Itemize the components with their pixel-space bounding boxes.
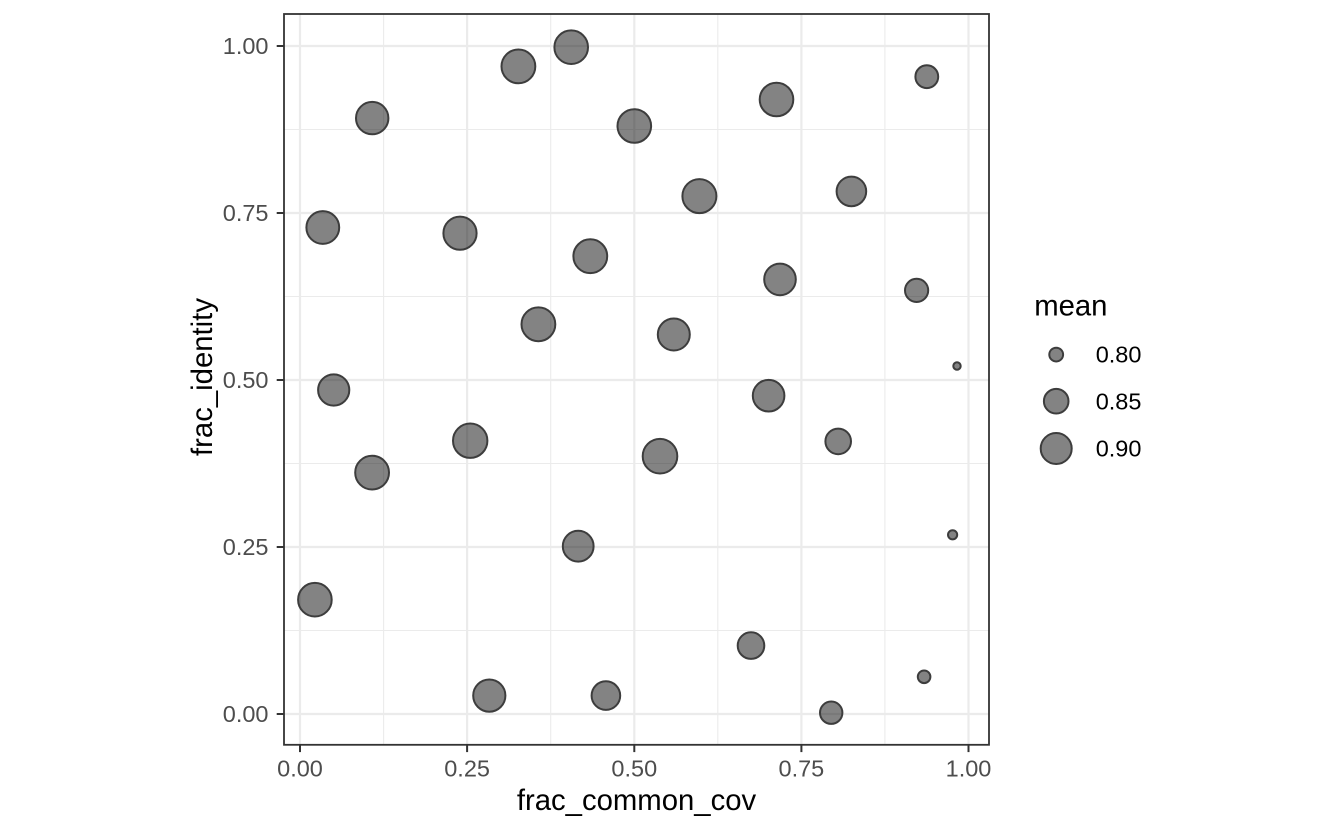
svg-text:0.90: 0.90 [1096,436,1142,462]
svg-text:0.75: 0.75 [779,756,825,782]
svg-text:0.25: 0.25 [444,756,490,782]
svg-text:0.00: 0.00 [277,756,323,782]
svg-text:0.85: 0.85 [1096,388,1142,414]
svg-text:mean: mean [1034,290,1107,323]
svg-text:0.50: 0.50 [611,756,657,782]
svg-text:0.75: 0.75 [223,200,269,226]
svg-text:0.00: 0.00 [223,701,269,727]
svg-text:0.50: 0.50 [223,367,269,393]
svg-text:1.00: 1.00 [223,33,269,59]
svg-text:frac_identity: frac_identity [186,298,219,456]
svg-text:0.80: 0.80 [1096,342,1142,368]
svg-text:1.00: 1.00 [946,756,992,782]
svg-text:frac_common_cov: frac_common_cov [517,784,757,817]
svg-text:0.25: 0.25 [223,534,269,560]
